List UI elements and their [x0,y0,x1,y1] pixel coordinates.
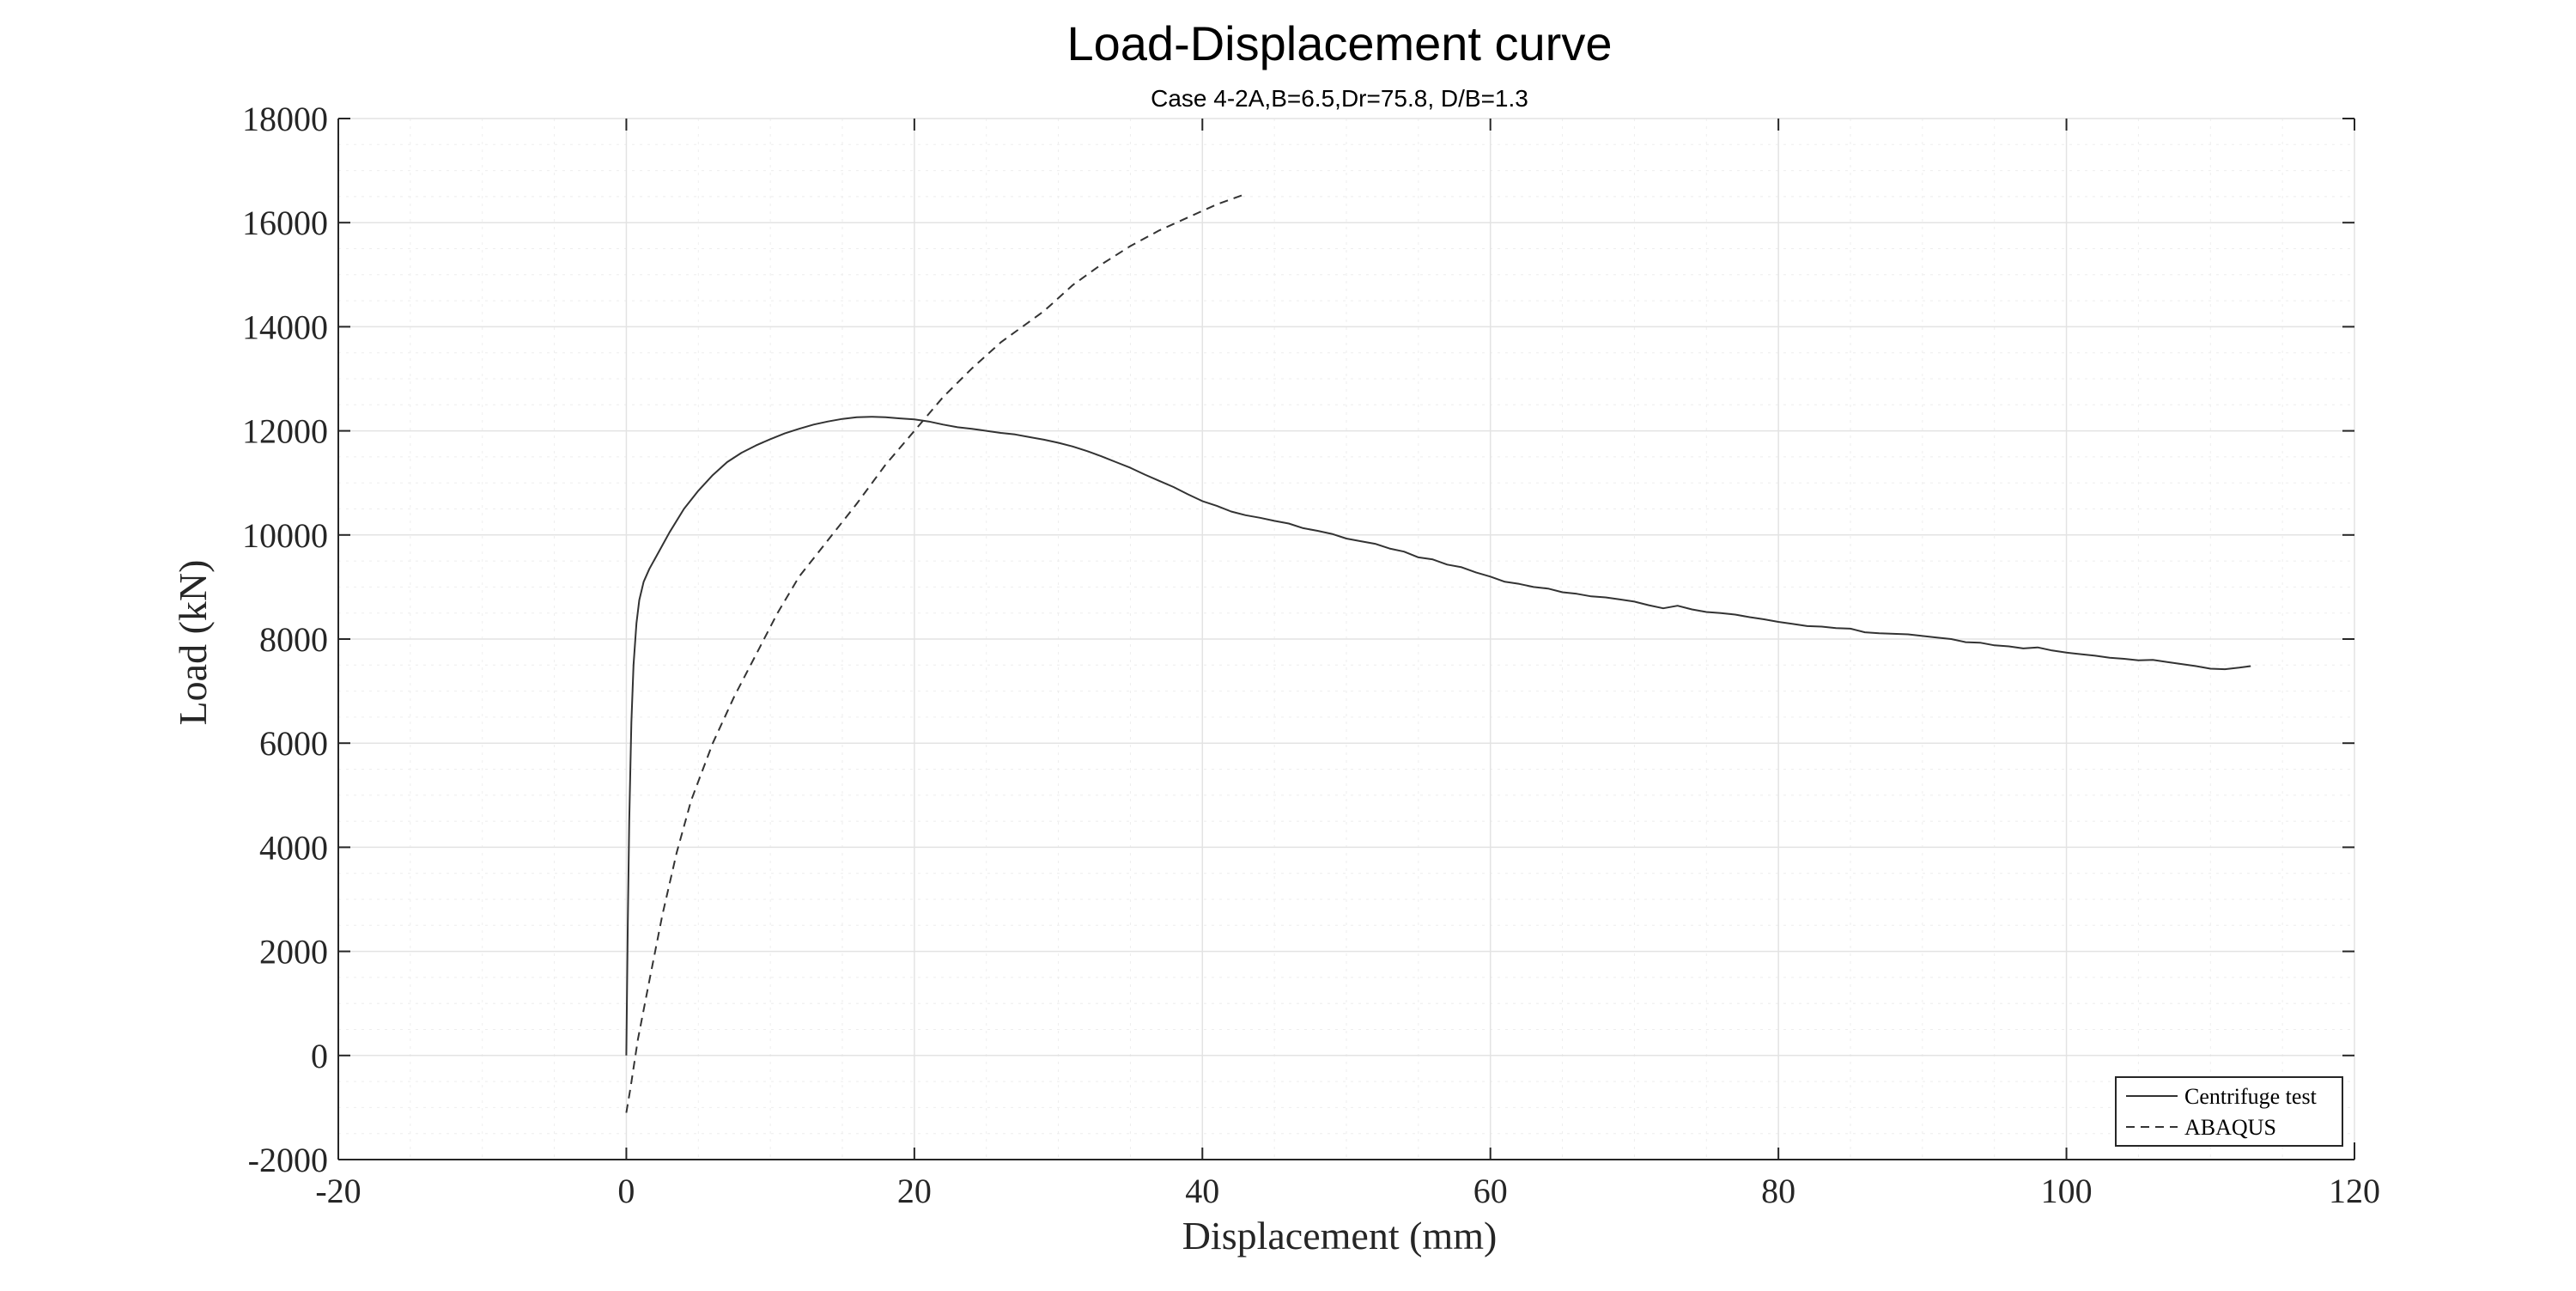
tick-labels: -20 0 20 40 60 80 100 120 -2000 0 2000 4000 6000 8000… [242,100,2380,1210]
x-axis-label: Displacement (mm) [1182,1214,1498,1258]
series-line-abaqus [625,192,1246,1113]
y-tick-label: 4000 [259,828,328,867]
x-tick-label: -20 [315,1172,361,1210]
y-axis-label: Load (kN) [171,560,215,726]
y-tick-label: 14000 [242,308,328,346]
x-tick-label: 100 [2041,1172,2093,1210]
y-tick-label: 18000 [242,100,328,138]
x-tick-label: 0 [617,1172,635,1210]
legend-box [2115,1076,2343,1147]
x-tick-label: 20 [897,1172,932,1210]
x-tick-label: 120 [2329,1172,2380,1210]
legend: Centrifuge test ABAQUS [2115,1076,2343,1147]
y-tick-label: 8000 [259,620,328,659]
y-tick-label: -2000 [248,1141,328,1179]
x-tick-label: 60 [1473,1172,1508,1210]
series-line-centrifuge-test [625,416,2251,1056]
y-tick-label: 6000 [259,724,328,763]
x-tick-label: 40 [1185,1172,1219,1210]
series-layer [625,192,2251,1113]
chart-title: Load-Displacement curve [1067,16,1613,70]
y-tick-label: 16000 [242,204,328,242]
legend-label-centrifuge-test: Centrifuge test [2184,1084,2318,1109]
y-tick-label: 10000 [242,516,328,555]
legend-label-abaqus: ABAQUS [2184,1115,2276,1140]
y-tick-label: 12000 [242,412,328,451]
chart-subtitle: Case 4-2A,B=6.5,Dr=75.8, D/B=1.3 [1151,85,1528,112]
y-tick-label: 2000 [259,933,328,971]
x-tick-label: 80 [1761,1172,1795,1210]
axes [337,118,2355,1160]
y-tick-label: 0 [311,1037,328,1075]
